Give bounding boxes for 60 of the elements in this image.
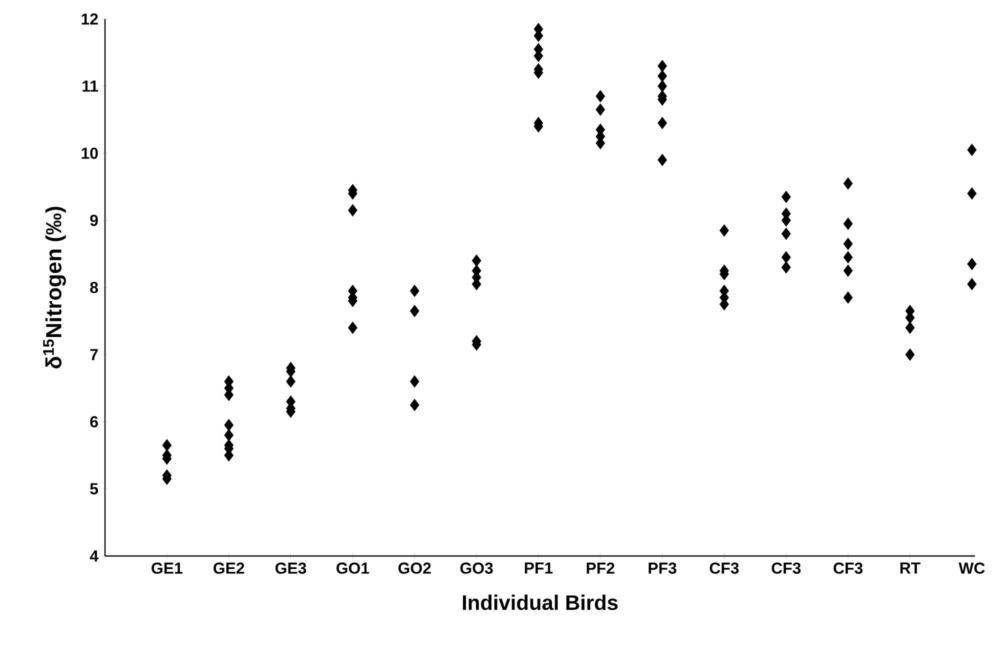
point <box>905 322 915 334</box>
point <box>781 251 791 264</box>
point <box>658 116 667 130</box>
point <box>843 264 853 277</box>
point <box>720 224 729 237</box>
point <box>967 187 977 200</box>
point <box>843 218 853 230</box>
point <box>286 375 296 388</box>
point <box>348 204 358 216</box>
point <box>224 428 234 442</box>
y-axis-title: δ$^{15}$Nitrogen (‰) <box>43 206 66 368</box>
y-tick-label: 9 <box>90 214 98 226</box>
point <box>162 439 172 452</box>
y-tick-label: 5 <box>90 483 98 494</box>
point <box>410 398 420 412</box>
point <box>905 348 915 361</box>
x-tick-label: CF3 <box>772 562 801 574</box>
x-tick-label: CF3 <box>710 562 739 574</box>
x-tick-label: GE3 <box>275 562 306 574</box>
x-tick-label: PF2 <box>586 562 614 574</box>
x-axis-title: Individual Birds <box>462 594 618 610</box>
point <box>843 238 853 250</box>
x-tick-label: WC <box>958 562 985 574</box>
y-tick-label: 4 <box>90 550 98 562</box>
x-tick-label: GE2 <box>214 562 244 574</box>
x-tick-label: PF1 <box>524 562 553 574</box>
y-tick-label: 8 <box>90 282 98 294</box>
point <box>843 177 853 190</box>
point <box>967 278 977 290</box>
point <box>967 258 977 270</box>
y-tick-label: 6 <box>90 416 98 428</box>
point <box>596 103 606 116</box>
point <box>781 228 791 240</box>
y-tick-label: 7 <box>90 349 98 360</box>
x-tick-label: PF3 <box>648 562 676 574</box>
x-tick-label: GO2 <box>398 562 431 574</box>
point <box>596 90 606 102</box>
point <box>781 190 791 204</box>
y-tick-label: 10 <box>82 148 98 159</box>
point <box>967 144 977 156</box>
x-tick-label: RT <box>900 562 920 574</box>
x-tick-label: GO1 <box>336 562 370 574</box>
point <box>658 60 667 72</box>
point <box>410 284 420 298</box>
point <box>658 70 667 82</box>
point <box>843 291 853 304</box>
point <box>658 80 667 92</box>
x-tick-label: GE1 <box>152 562 182 574</box>
point <box>348 322 358 334</box>
point <box>410 304 420 318</box>
x-tick-label: GO3 <box>460 562 493 574</box>
y-tick-label: 12 <box>82 13 98 25</box>
y-tick-label: 11 <box>82 80 98 92</box>
point <box>410 375 420 388</box>
point <box>224 418 234 432</box>
point <box>781 261 791 274</box>
x-tick-label: CF3 <box>834 562 863 574</box>
point <box>658 154 667 166</box>
point <box>843 251 853 264</box>
point <box>472 254 482 267</box>
